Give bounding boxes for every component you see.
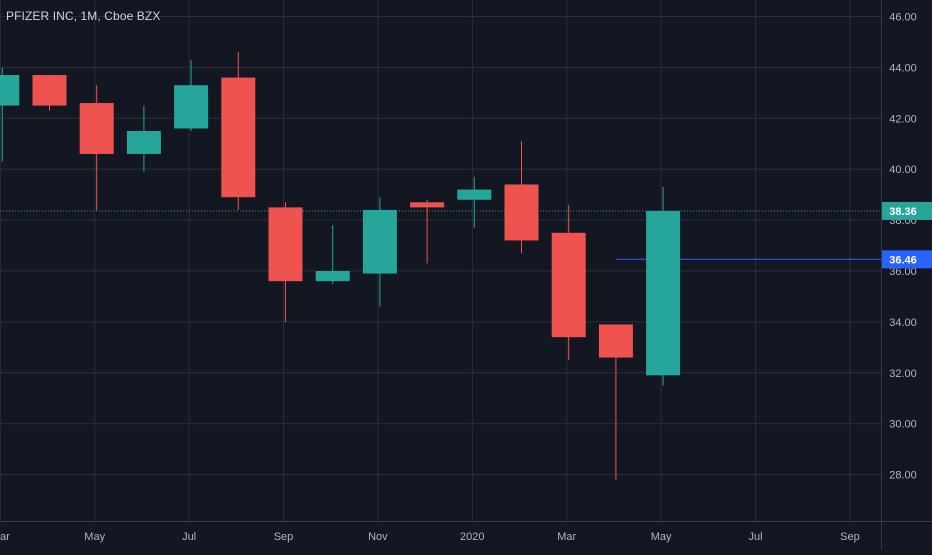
- x-tick-label: Jul: [748, 531, 762, 543]
- y-tick-label: 34.00: [889, 317, 917, 329]
- candle: [221, 52, 256, 210]
- candle-body: [174, 85, 209, 129]
- y-tick-label: 40.00: [889, 164, 917, 176]
- candle: [79, 85, 114, 210]
- candles: [0, 52, 681, 480]
- x-tick-label: May: [84, 531, 105, 543]
- candle: [174, 59, 209, 132]
- y-tick-label: 28.00: [889, 470, 917, 482]
- x-tick-label: Sep: [840, 531, 860, 543]
- candle: [598, 324, 633, 480]
- y-tick-label: 42.00: [889, 113, 917, 125]
- candle-body: [32, 75, 67, 106]
- x-tick-label: 2020: [460, 531, 484, 543]
- candle: [32, 75, 67, 111]
- candle-body: [315, 271, 350, 282]
- symbol-title: PFIZER INC, 1M, Cboe BZX: [6, 9, 161, 23]
- horizontal-ray-tag: [882, 250, 932, 269]
- candle: [126, 105, 161, 172]
- candle-body: [598, 324, 633, 358]
- x-tick-label: Jul: [182, 531, 196, 543]
- candle: [410, 199, 445, 264]
- candle: [268, 202, 303, 322]
- x-tick-label: May: [651, 531, 672, 543]
- candle-body: [551, 232, 586, 338]
- candle-body: [504, 184, 539, 241]
- candle-body: [221, 77, 256, 198]
- y-tick-label: 32.00: [889, 368, 917, 380]
- candle-body: [79, 103, 114, 154]
- x-tick-label: Mar: [0, 531, 10, 543]
- candle: [315, 225, 350, 284]
- candle-body: [0, 75, 20, 106]
- y-tick-label: 46.00: [889, 12, 917, 24]
- last-price-tag: [882, 201, 932, 220]
- candle: [457, 176, 492, 228]
- y-tick-label: 30.00: [889, 419, 917, 431]
- candle: [362, 197, 397, 307]
- candle-body: [268, 207, 303, 282]
- candle-body: [362, 209, 397, 274]
- candle: [504, 141, 539, 254]
- candle-body: [457, 189, 492, 200]
- x-tick-label: Sep: [274, 531, 294, 543]
- candle-body: [126, 131, 161, 154]
- candle-body: [410, 202, 445, 208]
- candle: [551, 204, 586, 361]
- y-tick-label: 36.00: [889, 266, 917, 278]
- candle-body: [646, 210, 681, 376]
- x-tick-label: Nov: [368, 531, 388, 543]
- y-tick-label: 44.00: [889, 62, 917, 74]
- candle: [646, 187, 681, 386]
- x-tick-label: Mar: [557, 531, 576, 543]
- candle: [0, 67, 20, 162]
- horizontal-ray-label: 36.46: [889, 254, 917, 266]
- last-price-label: 38.36: [889, 206, 917, 218]
